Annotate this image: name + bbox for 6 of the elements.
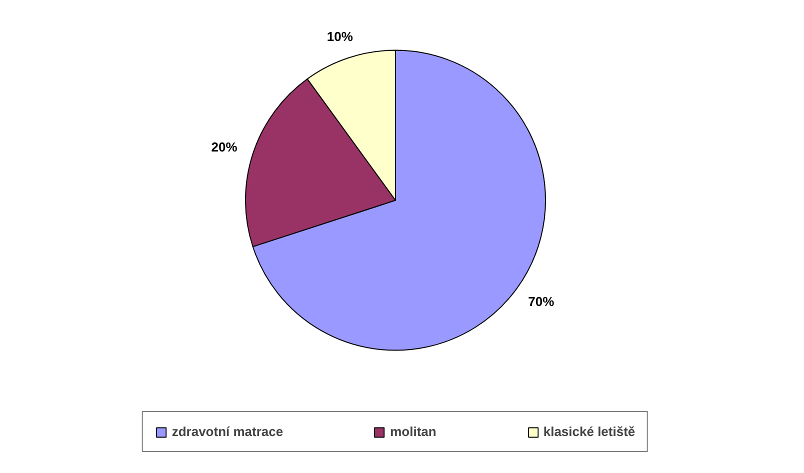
legend-label: molitan	[390, 424, 436, 439]
data-label: 10%	[326, 28, 354, 44]
data-label: 20%	[211, 140, 238, 155]
legend-label: klasické letiště	[543, 424, 636, 439]
legend-label: zdravotní matrace	[172, 424, 284, 439]
data-label: 70%	[528, 294, 555, 310]
